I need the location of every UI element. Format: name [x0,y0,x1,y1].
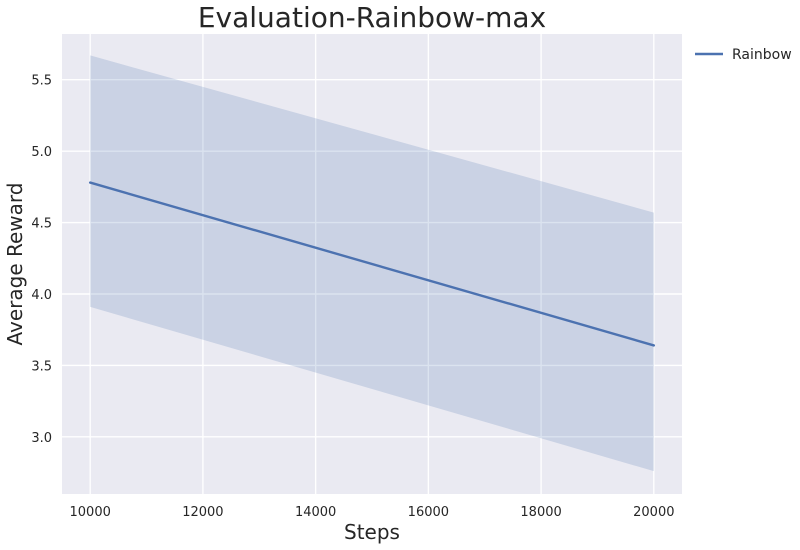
x-tick-label: 20000 [633,505,674,520]
series-lines [88,181,656,347]
y-tick-label: 4.0 [31,288,52,303]
y-axis-label: Average Reward [3,183,27,346]
y-axis-ticks: 3.0 3.5 4.0 4.5 5.0 5.5 [31,74,52,446]
x-axis-ticks: 10000 12000 14000 16000 18000 20000 [70,505,675,520]
x-tick-label: 12000 [182,505,223,520]
x-tick-label: 14000 [295,505,336,520]
legend-label-rainbow: Rainbow [732,47,792,63]
series-line [88,181,656,347]
x-axis-label: Steps [344,520,400,544]
legend: Rainbow [695,47,792,63]
grid-lines [62,34,682,494]
y-tick-label: 5.5 [31,74,52,89]
y-tick-label: 3.0 [31,431,52,446]
x-tick-label: 18000 [520,505,561,520]
chart-title: Evaluation-Rainbow-max [198,1,546,34]
y-tick-label: 4.5 [31,217,52,232]
y-tick-label: 3.5 [31,359,52,374]
x-tick-label: 10000 [70,505,111,520]
y-tick-label: 5.0 [31,145,52,160]
x-tick-label: 16000 [408,505,449,520]
